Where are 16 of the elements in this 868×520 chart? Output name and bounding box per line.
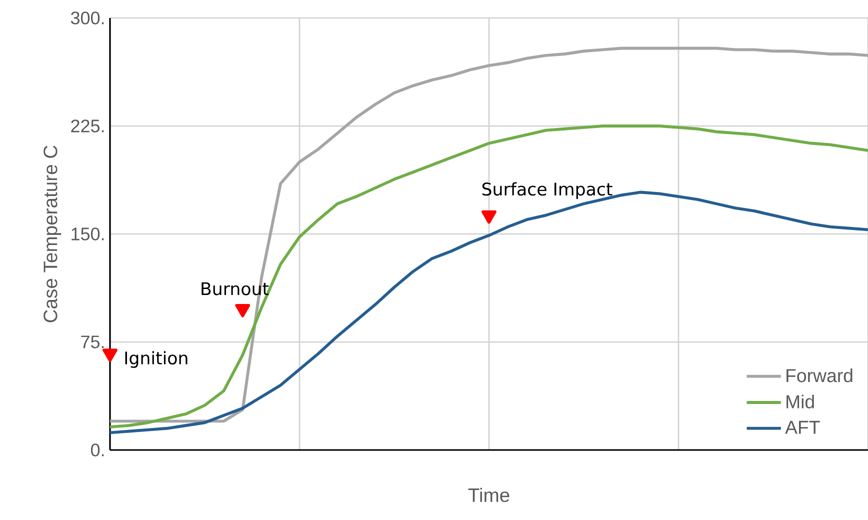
legend-label: Mid (786, 394, 814, 408)
annotation: Surface Impact (482, 182, 612, 199)
point (235, 304, 250, 318)
legend-label: AFT (785, 420, 820, 434)
y-tick-label: 300. (70, 12, 104, 24)
y-tick-label: 225. (71, 120, 104, 132)
y-tick-label: 75. (81, 336, 104, 348)
point (102, 348, 118, 362)
point (482, 210, 496, 224)
annotation: Ignition (125, 351, 188, 368)
legend-label: Forward (786, 368, 852, 382)
y-tick-label: 0. (90, 444, 104, 456)
y-axis-title: Case Temperature C (44, 146, 62, 322)
annotation: Burnout (202, 282, 269, 296)
y-tick-label: 150. (72, 228, 104, 240)
x-axis-title: Time (468, 488, 510, 502)
